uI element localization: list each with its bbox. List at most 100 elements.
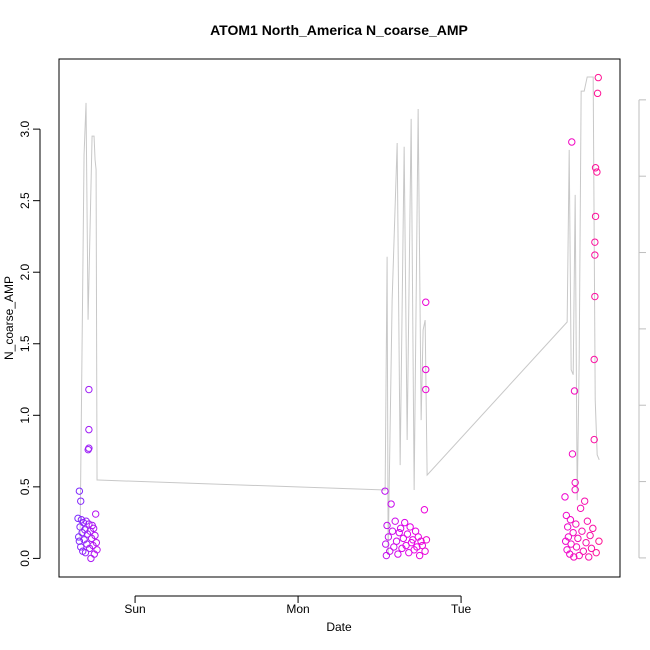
data-point (382, 551, 391, 560)
data-point (421, 547, 429, 555)
data-point (85, 444, 93, 452)
data-point (566, 516, 575, 524)
data-point (406, 523, 414, 531)
data-point (85, 520, 93, 528)
data-point (568, 450, 577, 458)
data-point (585, 553, 593, 561)
altitude-line (79, 76, 600, 555)
plot-frame (58, 58, 621, 578)
y-tick-label: 2.0 (18, 264, 32, 281)
data-point (85, 425, 93, 434)
data-point (422, 536, 431, 544)
data-point (591, 164, 600, 172)
data-point (592, 548, 600, 557)
y-tick-label: 3.0 (18, 120, 32, 137)
y2-tick-label: 2000 (648, 468, 650, 495)
y2-tick-label: 8000 (648, 239, 650, 266)
data-point (572, 543, 581, 551)
data-point (593, 89, 602, 98)
data-point (418, 541, 427, 550)
x-tick-label: Mon (286, 602, 309, 616)
data-point (562, 511, 571, 520)
data-point (392, 537, 401, 545)
data-point (422, 298, 430, 306)
data-point (591, 292, 599, 301)
data-point (394, 550, 402, 558)
data-point (569, 528, 577, 537)
data-point (92, 538, 101, 547)
y-tick-label: 2.5 (18, 192, 32, 209)
data-point (383, 521, 391, 530)
data-point (413, 543, 421, 551)
data-point (396, 524, 405, 533)
data-point (578, 527, 586, 535)
y2-tick-label: 6000 (648, 315, 650, 342)
data-point (591, 238, 599, 246)
data-point (91, 510, 100, 518)
y2-tick-label: 10000 (648, 159, 650, 193)
x-tick-label: Sun (124, 602, 145, 616)
data-point (583, 517, 592, 525)
data-point (571, 486, 579, 494)
data-point (570, 387, 579, 395)
x-tick-label: Tue (451, 602, 472, 616)
data-point (74, 514, 82, 523)
data-point (561, 493, 569, 501)
data-point (417, 537, 425, 545)
data-point (411, 527, 420, 535)
data-point (93, 546, 101, 554)
data-point (87, 554, 95, 563)
data-point (399, 534, 408, 543)
data-point (580, 497, 589, 505)
data-point (85, 385, 93, 394)
data-point (590, 435, 598, 444)
data-point (570, 553, 578, 561)
data-point (420, 506, 429, 514)
data-point (572, 520, 580, 528)
data-point (574, 534, 582, 543)
y-tick-label: 0.5 (18, 478, 32, 495)
y-tick-label: 1.0 (18, 407, 32, 424)
y2-tick-label: 0 (648, 554, 650, 561)
data-point (75, 487, 84, 495)
y2-tick-label: 12000 (648, 83, 650, 117)
data-point (568, 138, 576, 146)
data-point (381, 487, 389, 495)
y-tick-label: 1.5 (18, 335, 32, 352)
data-point (595, 537, 603, 545)
x-axis-label: Date (326, 620, 352, 634)
y2-tick-label: 4000 (648, 392, 650, 419)
data-point (564, 533, 573, 541)
data-point (395, 528, 403, 537)
data-point (77, 543, 85, 551)
data-point (587, 544, 596, 553)
data-point (390, 543, 398, 551)
data-point (91, 531, 99, 540)
data-point (422, 385, 430, 394)
data-point (403, 530, 412, 538)
data-point (381, 540, 390, 548)
y-axis-label: N_coarse_AMP (2, 276, 16, 360)
data-point (401, 518, 409, 527)
data-point (589, 524, 597, 533)
data-point (422, 365, 430, 374)
data-point (575, 551, 583, 560)
data-point (77, 497, 85, 505)
data-point (591, 251, 599, 259)
data-point (564, 523, 572, 531)
data-point (593, 168, 601, 176)
data-point (594, 73, 602, 82)
data-point (386, 547, 394, 555)
data-point (388, 527, 397, 535)
data-point (89, 524, 98, 533)
y-tick-label: 0.0 (18, 550, 32, 567)
data-point (571, 478, 579, 487)
data-point (591, 212, 600, 221)
data-point (384, 533, 393, 541)
chart-title: ATOM1 North_America N_coarse_AMP (210, 22, 468, 38)
data-point (415, 551, 424, 560)
data-point (586, 531, 594, 540)
data-point (391, 517, 399, 525)
data-point (576, 504, 585, 513)
